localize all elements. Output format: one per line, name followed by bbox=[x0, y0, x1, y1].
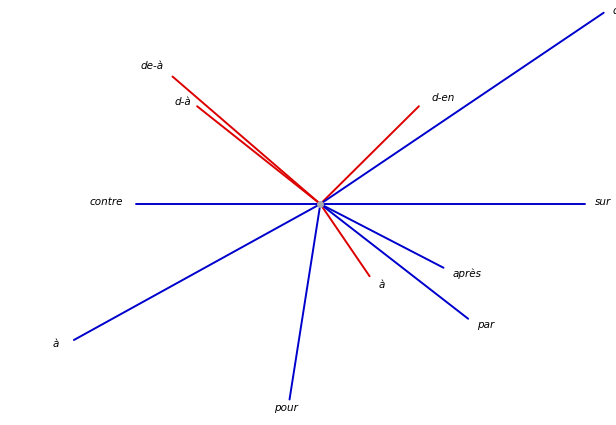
Text: de-en: de-en bbox=[613, 6, 616, 16]
Text: après: après bbox=[453, 269, 482, 279]
Text: à: à bbox=[52, 339, 59, 349]
Text: par: par bbox=[477, 320, 495, 330]
Text: contre: contre bbox=[90, 197, 123, 207]
Text: pour: pour bbox=[275, 403, 298, 413]
Text: sur: sur bbox=[594, 197, 610, 207]
Text: d-à: d-à bbox=[174, 97, 191, 107]
Text: à: à bbox=[379, 280, 385, 290]
Text: de-à: de-à bbox=[140, 61, 163, 71]
Text: d-en: d-en bbox=[431, 93, 455, 103]
